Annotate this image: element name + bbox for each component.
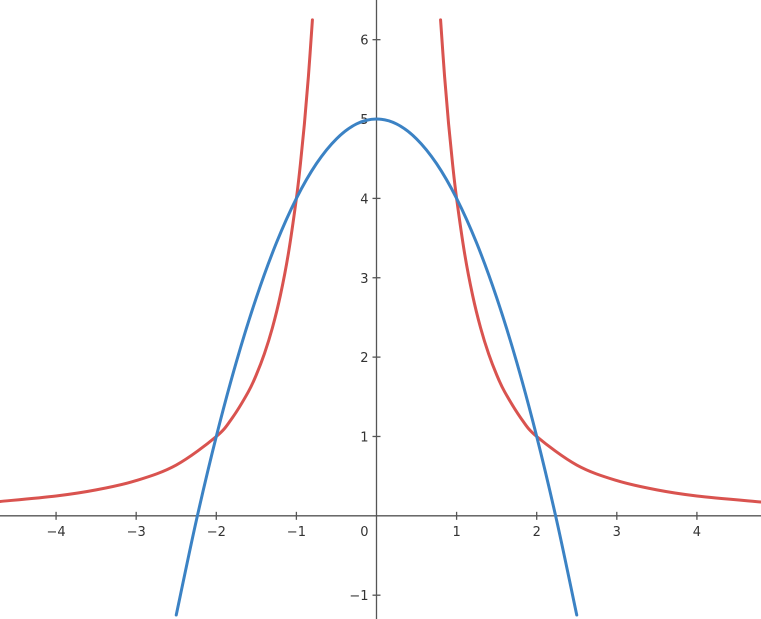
- origin-label: 0: [360, 525, 368, 540]
- y-tick-label: 6: [360, 34, 368, 49]
- curves: [0, 18, 761, 617]
- red-curve-line: [0, 18, 314, 503]
- x-tick-label: 4: [693, 525, 701, 540]
- x-tick-label: −4: [46, 525, 65, 540]
- red-curve-line: [439, 18, 761, 504]
- blue-curve-line: [174, 117, 579, 617]
- x-tick-label: 3: [613, 525, 621, 540]
- y-tick-label: 3: [360, 272, 368, 287]
- x-tick-label: 2: [533, 525, 541, 540]
- y-tick-label: −1: [349, 589, 368, 604]
- x-tick-label: −1: [287, 525, 306, 540]
- x-tick-label: −3: [127, 525, 146, 540]
- y-tick-label: 4: [360, 192, 368, 207]
- y-tick-label: 1: [360, 430, 368, 445]
- x-tick-label: −2: [207, 525, 226, 540]
- x-tick-label: 1: [452, 525, 460, 540]
- y-tick-label: 2: [360, 351, 368, 366]
